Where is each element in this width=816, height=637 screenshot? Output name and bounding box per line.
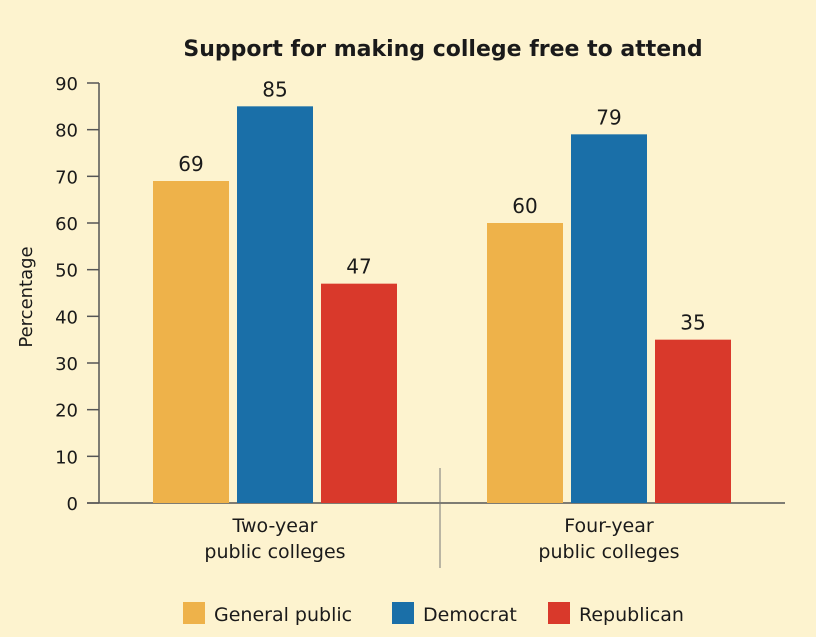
x-category-label: public colleges xyxy=(204,541,345,563)
y-tick-label: 90 xyxy=(55,74,78,95)
data-label: 85 xyxy=(262,77,287,101)
chart-title: Support for making college free to atten… xyxy=(183,37,702,62)
data-label: 47 xyxy=(346,255,371,279)
legend: General public Democrat Republican xyxy=(183,602,684,626)
y-tick-label: 0 xyxy=(67,494,78,515)
x-category-label: Two-year xyxy=(232,515,318,537)
axes: 0 10 20 30 40 50 60 70 80 90 xyxy=(55,74,785,568)
legend-swatch xyxy=(548,602,570,624)
y-axis-label: Percentage xyxy=(16,246,37,347)
bar-general-public-1 xyxy=(153,181,229,503)
x-category-label: public colleges xyxy=(538,541,679,563)
data-label: 79 xyxy=(596,105,621,129)
data-labels: 69 85 47 60 79 35 xyxy=(178,77,705,334)
y-tick-label: 20 xyxy=(55,401,78,422)
y-tick-label: 80 xyxy=(55,121,78,142)
y-tick-label: 30 xyxy=(55,354,78,375)
bar-republican-2 xyxy=(655,339,731,503)
category-labels: Two-year public colleges Four-year public c… xyxy=(204,515,679,563)
bar-general-public-2 xyxy=(487,223,563,503)
legend-label: Democrat xyxy=(423,604,517,626)
y-tick-label: 40 xyxy=(55,307,78,328)
y-tick-label: 50 xyxy=(55,261,78,282)
legend-label: Republican xyxy=(579,604,684,626)
data-label: 35 xyxy=(680,311,705,335)
bar-republican-1 xyxy=(321,283,397,503)
y-tick-label: 60 xyxy=(55,214,78,235)
data-label: 60 xyxy=(512,194,537,218)
data-label: 69 xyxy=(178,152,203,176)
x-category-label: Four-year xyxy=(564,515,654,537)
y-tick-label: 70 xyxy=(55,167,78,188)
bar-democrat-1 xyxy=(237,106,313,503)
legend-swatch xyxy=(392,602,414,624)
legend-label: General public xyxy=(214,604,352,626)
bars xyxy=(153,106,731,504)
legend-swatch xyxy=(183,602,205,624)
bar-democrat-2 xyxy=(571,134,647,504)
y-tick-label: 10 xyxy=(55,447,78,468)
